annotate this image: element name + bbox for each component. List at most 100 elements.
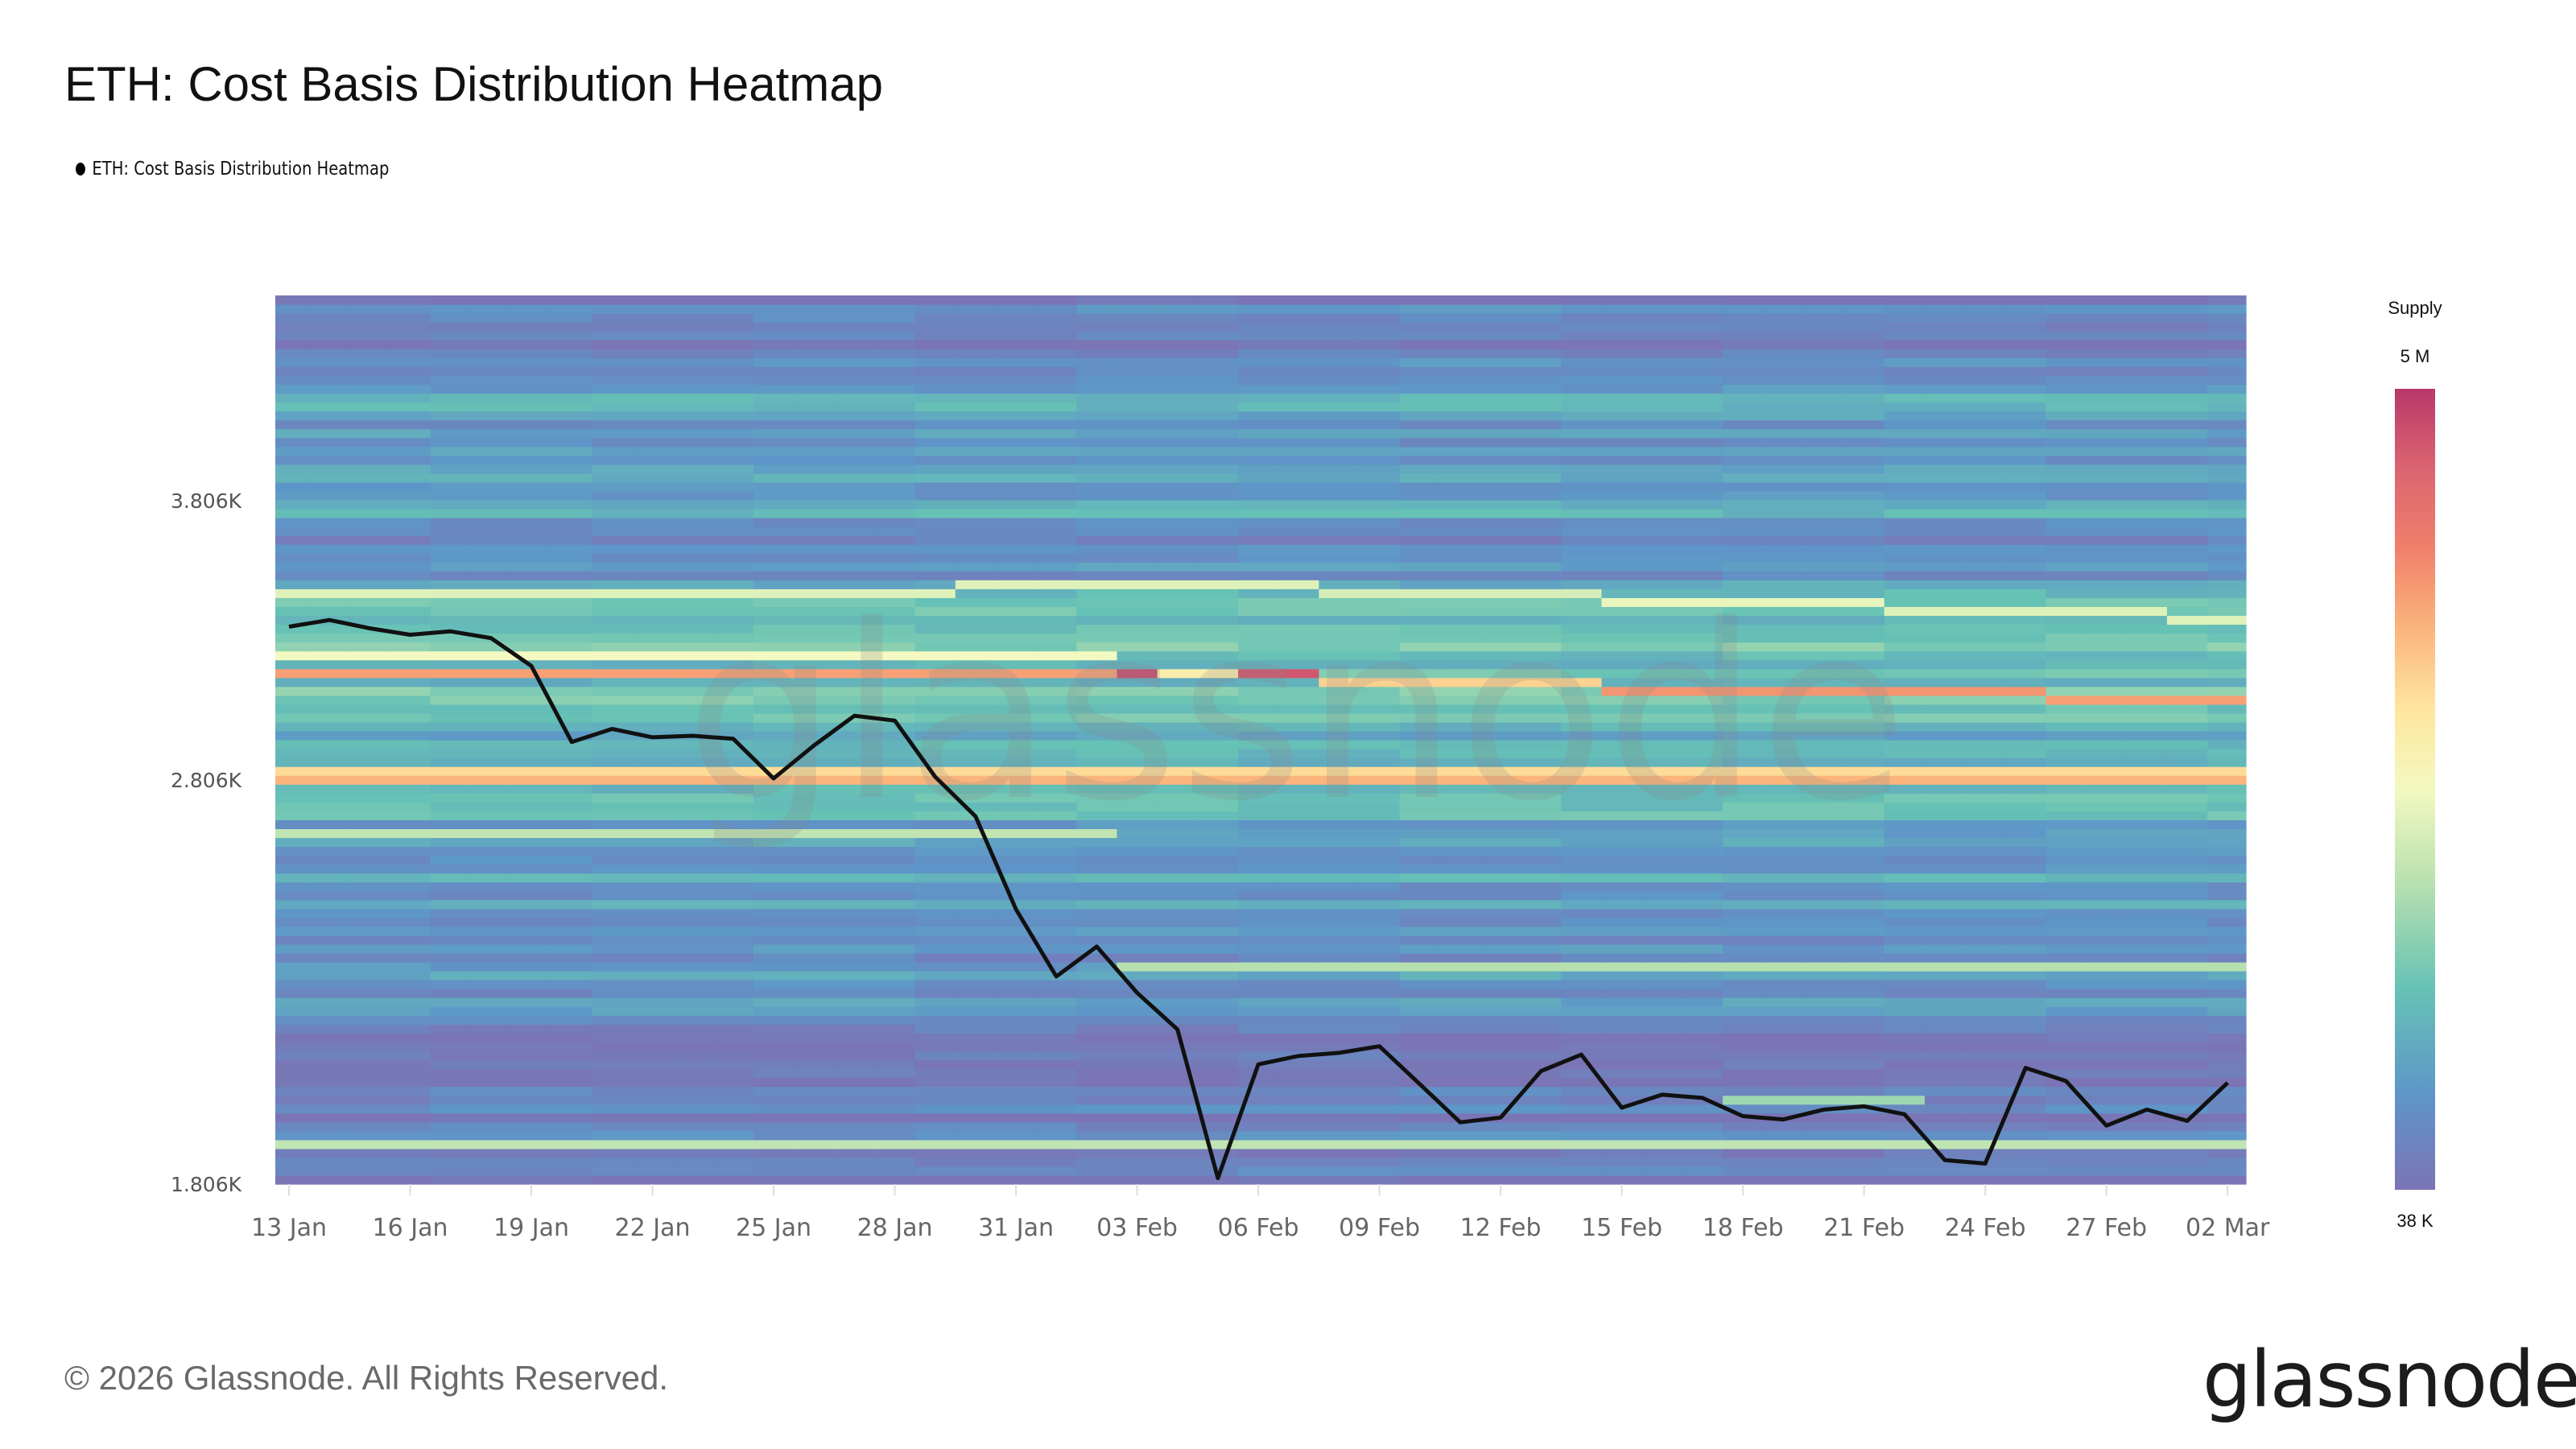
heatmap-cell (510, 473, 552, 483)
heatmap-cell (2126, 811, 2168, 820)
heatmap-cell (1884, 419, 1926, 430)
heatmap-cell (1359, 837, 1401, 848)
heatmap-cell (1601, 606, 1643, 617)
heatmap-cell (1682, 712, 1724, 723)
heatmap-cell (430, 1174, 472, 1185)
heatmap-cell (1884, 819, 1926, 829)
heatmap-cell (390, 322, 431, 332)
heatmap-cell (914, 784, 956, 794)
heatmap-cell (1439, 890, 1481, 901)
heatmap-cell (1197, 402, 1239, 412)
heatmap-cell (1359, 402, 1401, 412)
heatmap-cell (1561, 393, 1603, 403)
heatmap-cell (632, 490, 674, 501)
heatmap-cell (1439, 571, 1481, 580)
heatmap-cell (1803, 1095, 1845, 1105)
heatmap-cell (1278, 650, 1319, 661)
heatmap-cell (1682, 855, 1724, 865)
heatmap-cell (2166, 499, 2208, 510)
heatmap-cell (1521, 971, 1562, 980)
heatmap-cell (592, 1139, 634, 1150)
heatmap-cell (672, 384, 714, 394)
heatmap-cell (995, 411, 1037, 421)
heatmap-cell (1843, 659, 1885, 670)
heatmap-cell (1359, 758, 1401, 767)
heatmap-cell (672, 811, 714, 820)
heatmap-cell (2126, 864, 2168, 874)
heatmap-cell (955, 749, 997, 758)
heatmap-cell (1965, 580, 2006, 589)
heatmap-cell (712, 446, 754, 456)
heatmap-cell (1843, 571, 1885, 580)
heatmap-cell (1843, 1113, 1885, 1123)
heatmap-cell (430, 828, 472, 839)
heatmap-cell (672, 1157, 714, 1167)
heatmap-cell (510, 437, 552, 448)
heatmap-cell (672, 571, 714, 580)
heatmap-cell (1439, 1015, 1481, 1025)
heatmap-cell (349, 695, 391, 705)
heatmap-cell (1117, 926, 1158, 936)
heatmap-cell (712, 952, 754, 963)
heatmap-cell (1521, 1121, 1562, 1132)
heatmap-cell (1601, 446, 1643, 456)
heatmap-cell (914, 1006, 956, 1016)
heatmap-cell (1237, 997, 1279, 1007)
heatmap-cell (1843, 1130, 1885, 1141)
heatmap-cell (1319, 1086, 1360, 1096)
heatmap-cell (1237, 864, 1279, 874)
heatmap-cell (1884, 1024, 1926, 1034)
heatmap-cell (1319, 1166, 1360, 1176)
heatmap-cell (753, 615, 795, 625)
heatmap-cell (1763, 712, 1804, 723)
heatmap-cell (1601, 802, 1643, 811)
heatmap-cell (1561, 864, 1603, 874)
heatmap-cell (1076, 499, 1118, 510)
heatmap-cell (1763, 571, 1804, 580)
heatmap-cell (1924, 864, 1966, 874)
heatmap-cell (712, 704, 754, 714)
heatmap-cell (1601, 686, 1643, 696)
heatmap-cell (1803, 811, 1845, 820)
heatmap-cell (349, 952, 391, 963)
heatmap-cell (1439, 597, 1481, 607)
heatmap-cell (2126, 997, 2168, 1007)
heatmap-cell (430, 980, 472, 989)
heatmap-cell (1803, 1051, 1845, 1061)
heatmap-cell (1319, 473, 1360, 483)
heatmap-cell (390, 819, 431, 829)
heatmap-cell (1117, 668, 1158, 679)
heatmap-cell (1682, 481, 1724, 492)
heatmap-cell (1278, 562, 1319, 572)
legend-item[interactable]: ETH: Cost Basis Distribution Heatmap (76, 159, 389, 180)
heatmap-cell (874, 926, 916, 936)
heatmap-cell (2126, 962, 2168, 972)
heatmap-cell (914, 1121, 956, 1132)
heatmap-cell (1884, 340, 1926, 349)
heatmap-cell (430, 571, 472, 580)
heatmap-cell (1561, 633, 1603, 643)
heatmap-cell (592, 455, 634, 465)
heatmap-cell (1601, 730, 1643, 741)
heatmap-cell (1723, 1095, 1764, 1105)
heatmap-cell (430, 935, 472, 945)
heatmap-cell (1399, 881, 1441, 892)
heatmap-cell (309, 580, 350, 589)
heatmap-cell (794, 819, 835, 829)
heatmap-cell (1480, 855, 1521, 865)
heatmap-cell (592, 571, 634, 580)
heatmap-cell (1924, 997, 1966, 1007)
heatmap-cell (349, 526, 391, 536)
heatmap-cell (2046, 411, 2087, 421)
heatmap-cell (794, 544, 835, 554)
heatmap-cell (874, 1121, 916, 1132)
heatmap-cell (2126, 1006, 2168, 1016)
heatmap-cell (2086, 952, 2128, 963)
heatmap-cell (1278, 366, 1319, 376)
heatmap-cell (2046, 962, 2087, 972)
heatmap-cell (1884, 393, 1926, 403)
heatmap-cell (1924, 518, 1966, 527)
heatmap-cell (1682, 526, 1724, 536)
heatmap-cell (1641, 1086, 1683, 1096)
heatmap-cell (1965, 1139, 2006, 1150)
